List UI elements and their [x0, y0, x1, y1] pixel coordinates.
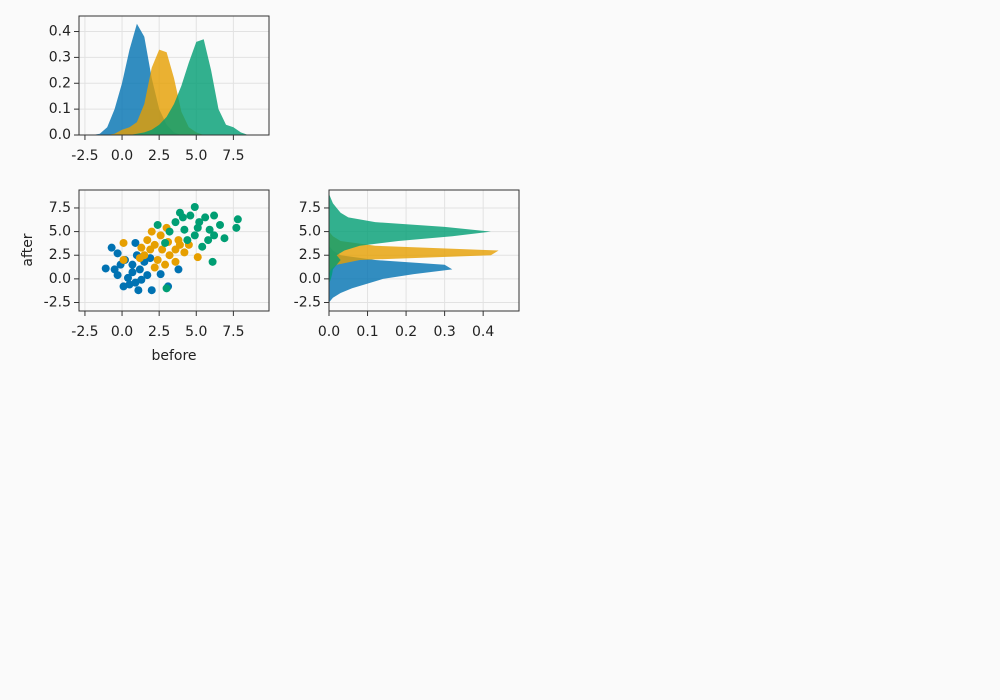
scatter-point	[178, 213, 187, 222]
scatter-point	[156, 270, 165, 279]
x-tick-label: 0.2	[395, 324, 417, 340]
scatter-point	[153, 220, 162, 229]
scatter-point	[208, 257, 217, 266]
x-tick-label: -2.5	[71, 324, 98, 340]
y-tick-label: 0.2	[49, 75, 71, 91]
scatter-point	[101, 264, 110, 273]
scatter-point	[193, 253, 202, 262]
scatter-point	[123, 273, 132, 282]
y-tick-label: 0.0	[299, 271, 321, 287]
scatter-point	[143, 236, 152, 245]
scatter-point	[233, 215, 242, 224]
x-tick-label: 0.0	[111, 324, 133, 340]
density-area	[92, 39, 249, 135]
scatter-point	[210, 231, 219, 240]
y-tick-label: 0.1	[49, 101, 71, 117]
scatter-point	[232, 223, 241, 232]
scatter-point	[156, 231, 165, 240]
scatter-point	[147, 286, 156, 295]
scatter-point	[183, 236, 192, 245]
y-tick-label: 0.0	[49, 127, 71, 143]
plot-frame	[78, 15, 270, 136]
y-tick-label: 2.5	[49, 247, 71, 263]
scatter-point	[128, 260, 137, 269]
x-tick-label: 2.5	[148, 324, 170, 340]
y-tick-label: 0.0	[49, 271, 71, 287]
scatter-point	[110, 265, 119, 274]
scatter-point	[174, 265, 183, 274]
x-tick-label: 7.5	[222, 148, 244, 164]
plot-frame	[328, 189, 520, 312]
y-tick-label: 7.5	[49, 200, 71, 216]
plot-frame	[78, 189, 270, 312]
y-tick-label: 0.3	[49, 49, 71, 65]
density-area	[92, 49, 249, 135]
scatter-point	[113, 249, 122, 258]
x-axis-label: before	[151, 348, 196, 364]
x-tick-label: -2.5	[71, 148, 98, 164]
scatter-point	[137, 275, 146, 284]
x-tick-label: 7.5	[222, 324, 244, 340]
scatter-point	[220, 234, 229, 243]
scatter-point	[216, 220, 225, 229]
scatter-point	[134, 286, 143, 295]
x-tick-label: 0.4	[472, 324, 494, 340]
scatter-point	[165, 251, 174, 260]
x-tick-label: 0.3	[433, 324, 455, 340]
y-axis-label: after	[20, 233, 36, 266]
x-tick-label: 0.0	[318, 324, 340, 340]
scatter-point	[198, 242, 207, 251]
scatter-point	[193, 223, 202, 232]
x-tick-label: 0.1	[356, 324, 378, 340]
scatter-point	[180, 225, 189, 234]
density-area	[92, 23, 249, 135]
x-tick-label: 5.0	[185, 324, 207, 340]
scatter-point	[158, 245, 167, 254]
y-tick-label: -2.5	[294, 294, 321, 310]
density-area	[329, 193, 453, 303]
y-tick-label: 2.5	[299, 247, 321, 263]
scatter-point	[128, 268, 137, 277]
scatter-point	[147, 227, 156, 236]
scatter-point	[137, 243, 146, 252]
scatter-point	[186, 211, 195, 220]
scatter-point	[205, 225, 214, 234]
scatter-point	[119, 238, 128, 247]
scatter-point	[150, 240, 159, 249]
x-tick-label: 5.0	[185, 148, 207, 164]
scatter-point	[161, 238, 170, 247]
scatter-point	[135, 265, 144, 274]
scatter-point	[161, 260, 170, 269]
scatter-point	[190, 203, 199, 212]
x-tick-label: 2.5	[148, 148, 170, 164]
scatter-point	[190, 231, 199, 240]
y-tick-label: 7.5	[299, 200, 321, 216]
scatter-point	[171, 218, 180, 227]
scatter-point	[180, 248, 189, 257]
scatter-point	[171, 257, 180, 266]
y-tick-label: 5.0	[299, 224, 321, 240]
y-tick-label: 0.4	[49, 24, 71, 40]
scatter-point	[174, 236, 183, 245]
y-tick-label: -2.5	[44, 294, 71, 310]
scatter-point	[131, 238, 140, 247]
scatter-point	[107, 243, 116, 252]
scatter-point	[210, 211, 219, 220]
scatter-point	[201, 213, 210, 222]
scatter-point	[143, 271, 152, 280]
y-tick-label: 5.0	[49, 224, 71, 240]
scatter-point	[153, 255, 162, 264]
scatter-point	[119, 255, 128, 264]
x-tick-label: 0.0	[111, 148, 133, 164]
scatter-point	[146, 254, 155, 263]
scatter-point	[162, 284, 171, 293]
density-area	[329, 193, 499, 303]
scatter-point	[140, 251, 149, 260]
scatter-point	[150, 263, 159, 272]
scatter-point	[204, 236, 213, 245]
scatter-point	[131, 278, 140, 287]
scatter-point	[165, 227, 174, 236]
